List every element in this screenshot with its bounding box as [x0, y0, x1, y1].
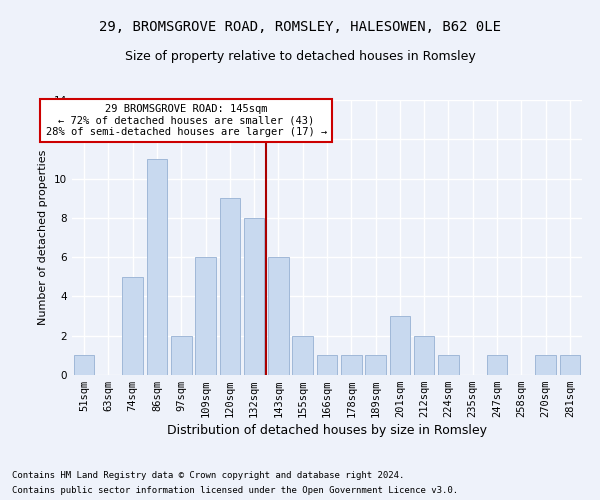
Bar: [389, 316, 410, 375]
X-axis label: Distribution of detached houses by size in Romsley: Distribution of detached houses by size …: [167, 424, 487, 438]
Bar: [244, 218, 265, 375]
Bar: [438, 356, 459, 375]
Text: Size of property relative to detached houses in Romsley: Size of property relative to detached ho…: [125, 50, 475, 63]
Text: 29 BROMSGROVE ROAD: 145sqm
← 72% of detached houses are smaller (43)
28% of semi: 29 BROMSGROVE ROAD: 145sqm ← 72% of deta…: [46, 104, 327, 137]
Bar: [195, 257, 216, 375]
Bar: [414, 336, 434, 375]
Bar: [487, 356, 508, 375]
Bar: [317, 356, 337, 375]
Bar: [535, 356, 556, 375]
Text: 29, BROMSGROVE ROAD, ROMSLEY, HALESOWEN, B62 0LE: 29, BROMSGROVE ROAD, ROMSLEY, HALESOWEN,…: [99, 20, 501, 34]
Text: Contains public sector information licensed under the Open Government Licence v3: Contains public sector information licen…: [12, 486, 458, 495]
Text: Contains HM Land Registry data © Crown copyright and database right 2024.: Contains HM Land Registry data © Crown c…: [12, 471, 404, 480]
Bar: [220, 198, 240, 375]
Bar: [122, 277, 143, 375]
Bar: [341, 356, 362, 375]
Bar: [74, 356, 94, 375]
Bar: [292, 336, 313, 375]
Bar: [268, 257, 289, 375]
Y-axis label: Number of detached properties: Number of detached properties: [38, 150, 49, 325]
Bar: [171, 336, 191, 375]
Bar: [560, 356, 580, 375]
Bar: [365, 356, 386, 375]
Bar: [146, 159, 167, 375]
